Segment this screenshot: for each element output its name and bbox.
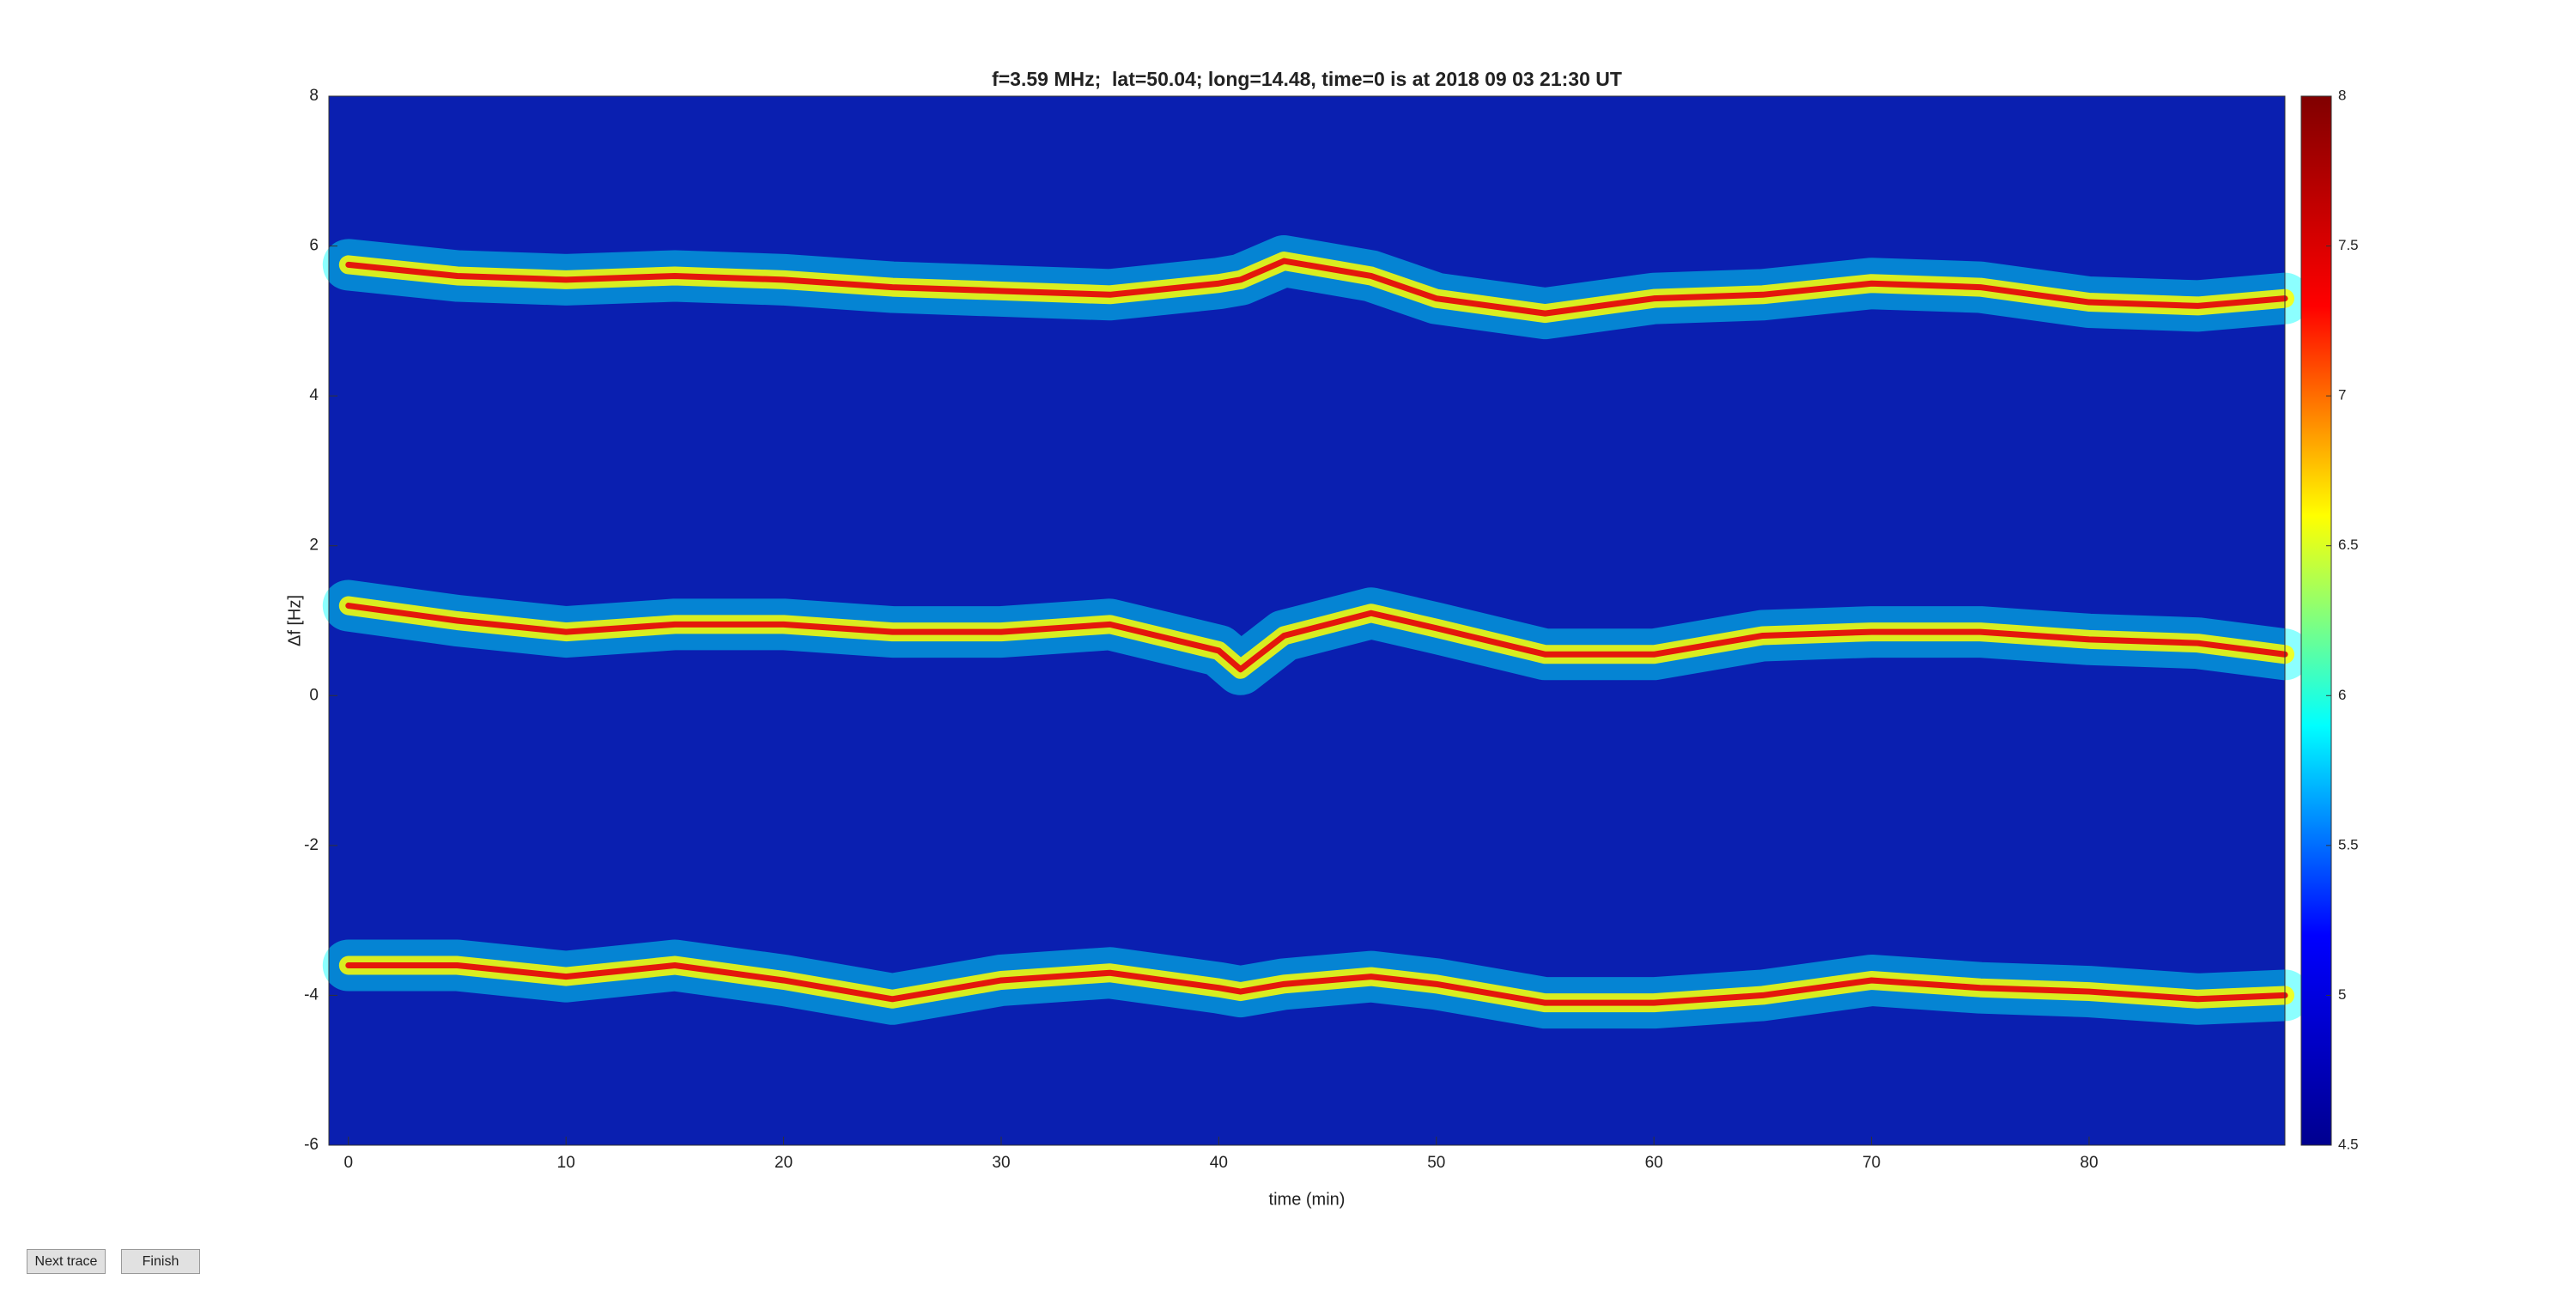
colorbar-tick-label: 8 <box>2338 87 2346 103</box>
x-axis-label: time (min) <box>1269 1190 1346 1209</box>
y-axis-label: Δf [Hz] <box>285 595 304 646</box>
colorbar <box>2300 95 2332 1146</box>
finish-button[interactable]: Finish <box>121 1249 200 1274</box>
x-tick-label: 70 <box>1862 1154 1880 1172</box>
y-tick-label: 6 <box>309 237 319 255</box>
colorbar-tick-label: 6.5 <box>2338 537 2359 553</box>
x-tick-label: 30 <box>992 1154 1010 1172</box>
colorbar-tick-label: 7 <box>2338 387 2346 403</box>
chart-title: f=3.59 MHz; lat=50.04; long=14.48, time=… <box>992 68 1622 90</box>
x-tick-label: 40 <box>1210 1154 1228 1172</box>
x-tick-label: 60 <box>1645 1154 1663 1172</box>
y-tick-label: 0 <box>309 686 319 704</box>
trace <box>345 258 2288 317</box>
next-trace-button[interactable]: Next trace <box>27 1249 106 1274</box>
y-tick-label: 4 <box>309 386 319 404</box>
y-tick-label: -6 <box>304 1136 319 1154</box>
colorbar-tick-label: 4.5 <box>2338 1136 2359 1152</box>
y-tick-label: -4 <box>304 986 319 1004</box>
colorbar-tick-label: 6 <box>2338 687 2346 703</box>
x-tick-label: 10 <box>557 1154 575 1172</box>
plot-frame <box>328 95 2286 1146</box>
x-tick-label: 0 <box>344 1154 354 1172</box>
y-tick-label: -2 <box>304 836 319 854</box>
x-tick-label: 20 <box>775 1154 793 1172</box>
x-tick-label: 80 <box>2080 1154 2098 1172</box>
y-tick-label: 2 <box>309 537 319 555</box>
trace <box>345 962 2288 1006</box>
x-tick-label: 50 <box>1427 1154 1445 1172</box>
colorbar-tick-label: 7.5 <box>2338 237 2359 253</box>
colorbar-tick-label: 5 <box>2338 986 2346 1003</box>
colorbar-tick-label: 5.5 <box>2338 836 2359 852</box>
chart: f=3.59 MHz; lat=50.04; long=14.48, time=… <box>285 68 2359 1209</box>
y-tick-label: 8 <box>309 87 319 105</box>
trace <box>345 603 2288 673</box>
